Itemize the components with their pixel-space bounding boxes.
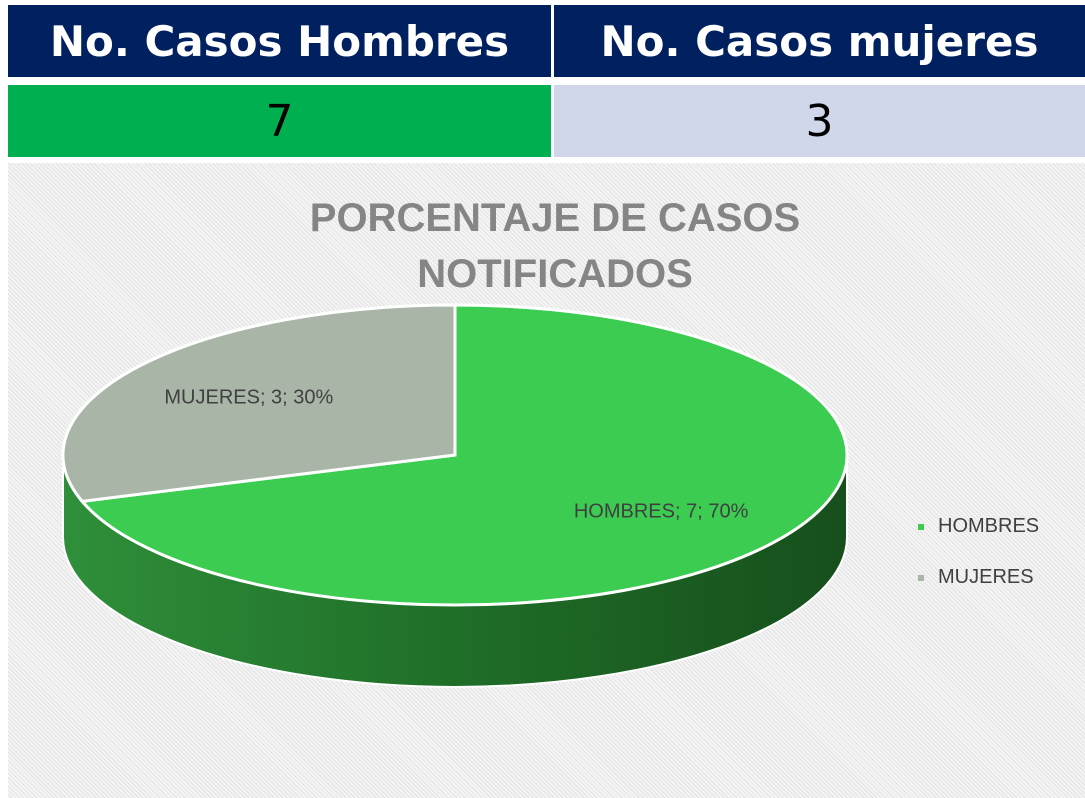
legend-marker xyxy=(918,524,924,530)
legend-marker xyxy=(918,575,924,581)
pie-slice xyxy=(61,303,457,503)
data-label: HOMBRES; 7; 70% xyxy=(573,500,749,523)
legend-label: HOMBRES xyxy=(938,515,1040,537)
chart-title: PORCENTAJE DE CASOS NOTIFICADOS xyxy=(309,196,801,296)
data-label: MUJERES; 3; 30% xyxy=(164,386,334,409)
legend-label: MUJERES xyxy=(938,566,1034,588)
value-cell: 7 xyxy=(8,85,551,157)
chart: PORCENTAJE DE CASOS NOTIFICADOS HOMBRES;… xyxy=(8,163,1085,798)
header-cell: No. Casos mujeres xyxy=(554,5,1085,77)
pie-svg xyxy=(61,303,924,688)
header-cell: No. Casos Hombres xyxy=(8,5,551,77)
value-cell: 3 xyxy=(554,85,1085,157)
pie-slice xyxy=(79,303,849,607)
